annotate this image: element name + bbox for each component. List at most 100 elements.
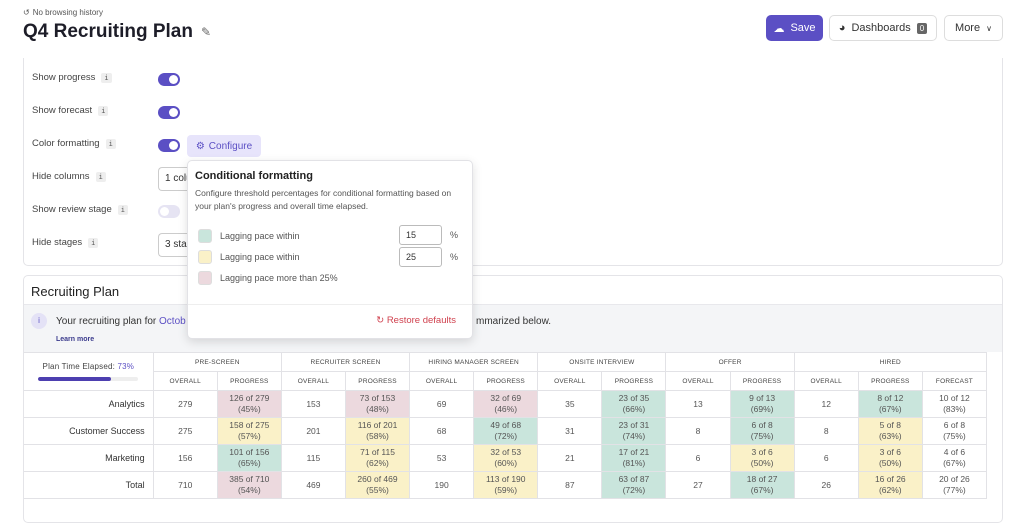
table-cell: 6 of 8 (75%) — [729, 417, 795, 445]
info-icon[interactable]: i — [117, 204, 128, 215]
recruiting-plan-table: Plan Time Elapsed: 73% PRE-SCREEN RECRUITE… — [24, 352, 988, 499]
threshold-row-yellow: Lagging pace within — [198, 250, 300, 264]
column-header: OVERALL — [537, 371, 603, 391]
table-row: Marketing 156 101 of 156 (65%) 115 71 of 115… — [24, 444, 988, 472]
table-cell: 18 of 27 (67%) — [729, 471, 795, 499]
info-icon[interactable]: i — [95, 171, 106, 182]
color-formatting-row: Color formatting i — [32, 138, 116, 149]
table-cell: 31 — [537, 417, 603, 445]
threshold-row-red: Lagging pace more than 25% — [198, 271, 338, 285]
gear-icon: ⚙ — [195, 140, 205, 152]
table-cell: 12 — [793, 390, 859, 418]
stage-header: OFFER — [665, 352, 795, 372]
table-cell: 4 of 6 (67%) — [921, 444, 988, 472]
popover-divider — [188, 304, 472, 305]
restore-defaults-button[interactable]: ↻ Restore defaults — [376, 315, 456, 326]
table-cell: 156 — [152, 444, 218, 472]
info-icon[interactable]: i — [88, 237, 99, 248]
red-swatch — [198, 271, 212, 285]
table-cell: 8 — [665, 417, 731, 445]
column-header: PROGRESS — [729, 371, 795, 391]
column-header: OVERALL — [665, 371, 731, 391]
table-cell: 101 of 156 (65%) — [216, 444, 282, 472]
row-label: Total — [24, 471, 154, 499]
stage-header: ONSITE INTERVIEW — [537, 352, 667, 372]
row-label: Analytics — [24, 390, 154, 418]
table-cell: 53 — [409, 444, 475, 472]
cloud-upload-icon: ☁ — [773, 22, 785, 35]
column-header: PROGRESS — [344, 371, 411, 391]
table-row: Total 710 385 of 710 (54%) 469 260 of 469 (5… — [24, 471, 988, 499]
conditional-formatting-popover: Conditional formatting Configure thresho… — [187, 160, 473, 339]
yellow-threshold-input[interactable]: 25 — [399, 247, 442, 267]
show-review-stage-toggle[interactable] — [158, 205, 180, 218]
column-header: OVERALL — [409, 371, 475, 391]
chevron-down-icon: ∨ — [986, 23, 992, 33]
table-cell: 16 of 26 (62%) — [857, 471, 923, 499]
table-cell: 190 — [409, 471, 475, 499]
table-cell: 27 — [665, 471, 731, 499]
table-cell: 49 of 68 (72%) — [473, 417, 539, 445]
row-label: Marketing — [24, 444, 154, 472]
history-indicator: ↺ No browsing history — [23, 8, 103, 17]
configure-button[interactable]: ⚙ Configure — [187, 135, 261, 157]
show-progress-toggle[interactable] — [158, 73, 180, 86]
table-cell: 32 of 69 (46%) — [473, 390, 539, 418]
table-cell: 63 of 87 (72%) — [601, 471, 667, 499]
table-cell: 17 of 21 (81%) — [601, 444, 667, 472]
table-cell: 3 of 6 (50%) — [729, 444, 795, 472]
table-cell: 10 of 12 (83%) — [921, 390, 988, 418]
table-cell: 21 — [537, 444, 603, 472]
stage-header: HIRED — [793, 352, 988, 372]
table-cell: 8 of 12 (67%) — [857, 390, 923, 418]
table-cell: 153 — [280, 390, 346, 418]
page-title: Q4 Recruiting Plan ✎ — [23, 21, 212, 42]
stage-header: PRE-SCREEN — [152, 352, 282, 372]
show-forecast-toggle[interactable] — [158, 106, 180, 119]
column-header: FORECAST — [921, 371, 988, 391]
column-header: PROGRESS — [601, 371, 667, 391]
table-cell: 113 of 190 (59%) — [473, 471, 539, 499]
month-link[interactable]: Octobe — [159, 316, 186, 327]
table-cell: 23 of 35 (66%) — [601, 390, 667, 418]
table-cell: 32 of 53 (60%) — [473, 444, 539, 472]
column-header: OVERALL — [793, 371, 859, 391]
table-cell: 3 of 6 (50%) — [857, 444, 923, 472]
column-header: PROGRESS — [473, 371, 539, 391]
column-header: PROGRESS — [216, 371, 282, 391]
recruiting-plan-card: Recruiting Plan i Your recruiting plan f… — [23, 275, 1003, 523]
dashboards-button[interactable]: ◕ Dashboards 0 — [829, 15, 937, 41]
table-cell: 385 of 710 (54%) — [216, 471, 282, 499]
table-cell: 68 — [409, 417, 475, 445]
info-icon: i — [31, 313, 47, 329]
learn-more-link[interactable]: Learn more — [56, 336, 95, 343]
green-swatch — [198, 229, 212, 243]
table-cell: 6 of 8 (75%) — [921, 417, 988, 445]
table-cell: 201 — [280, 417, 346, 445]
info-icon[interactable]: i — [105, 138, 116, 149]
column-header: OVERALL — [280, 371, 346, 391]
more-button[interactable]: More ∨ — [944, 15, 1003, 41]
table-cell: 8 — [793, 417, 859, 445]
table-cell: 20 of 26 (77%) — [921, 471, 988, 499]
table-cell: 26 — [793, 471, 859, 499]
settings-panel: Show progress i Show forecast i Color form… — [23, 58, 1003, 266]
info-icon[interactable]: i — [98, 105, 109, 116]
color-formatting-toggle[interactable] — [158, 139, 180, 152]
hide-columns-select[interactable]: 1 columns — [158, 167, 188, 191]
table-cell: 13 — [665, 390, 731, 418]
table-cell: 158 of 275 (57%) — [216, 417, 282, 445]
save-button[interactable]: ☁ Save — [766, 15, 823, 41]
stage-header: HIRING MANAGER SCREEN — [409, 352, 539, 372]
table-cell: 116 of 201 (58%) — [344, 417, 411, 445]
elapsed-progress-bar — [38, 377, 139, 381]
show-forecast-row: Show forecast i — [32, 105, 109, 116]
edit-pencil-icon[interactable]: ✎ — [200, 25, 212, 39]
table-cell: 275 — [152, 417, 218, 445]
show-review-stage-row: Show review stage i — [32, 204, 128, 215]
stage-header: RECRUITER SCREEN — [280, 352, 411, 372]
popover-title: Conditional formatting — [195, 170, 313, 182]
green-threshold-input[interactable]: 15 — [399, 225, 442, 245]
info-icon[interactable]: i — [101, 72, 112, 83]
hide-stages-select[interactable]: 3 stages — [158, 233, 188, 257]
